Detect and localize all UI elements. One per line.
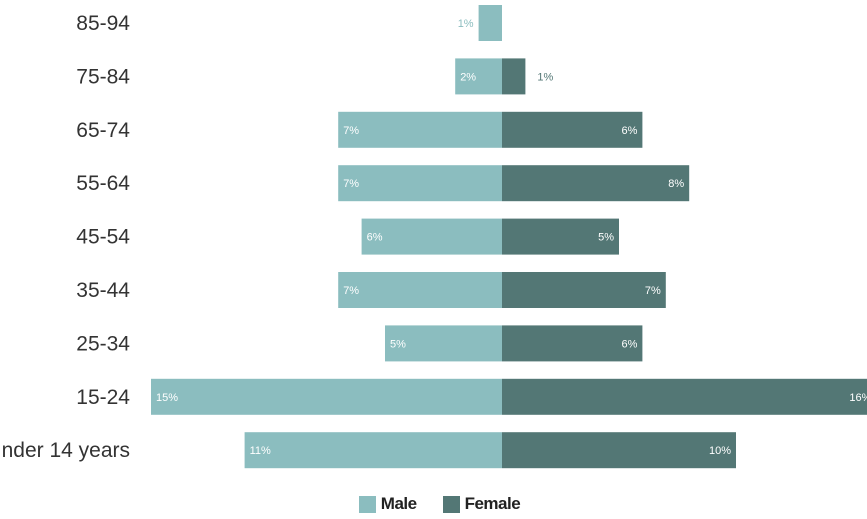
bar-label-female: 10% bbox=[709, 445, 731, 457]
legend-label-female: Female bbox=[464, 494, 521, 513]
category-label: 25-34 bbox=[76, 332, 130, 355]
bar-male bbox=[338, 111, 502, 148]
bar-label-female: 7% bbox=[645, 285, 661, 297]
bar-label-male: 6% bbox=[367, 232, 383, 244]
category-label: 75-84 bbox=[76, 65, 130, 88]
bar-female bbox=[502, 272, 666, 308]
bar-male bbox=[338, 165, 502, 202]
bar-label-male: 11% bbox=[250, 445, 271, 457]
category-labels: 85-94 75-84 65-74 55-64 45-54 35-44 25-34 15-24… bbox=[0, 12, 130, 462]
bar-label-female: 16% bbox=[849, 392, 867, 404]
bar-male bbox=[385, 325, 502, 362]
bar-label-female: 1% bbox=[537, 71, 553, 83]
bar-male bbox=[361, 218, 502, 255]
legend-item-male: Male bbox=[358, 494, 417, 514]
category-label: 15-24 bbox=[76, 386, 130, 409]
category-label: 85-94 bbox=[76, 12, 130, 35]
legend: Male Female bbox=[0, 494, 867, 514]
category-label: 65-74 bbox=[76, 119, 130, 142]
category-label: Under 14 years bbox=[0, 439, 130, 462]
category-label: 55-64 bbox=[76, 172, 130, 195]
bar-label-male: 5% bbox=[390, 338, 406, 350]
bar-label-female: 5% bbox=[598, 232, 614, 244]
bar-label-female: 8% bbox=[668, 178, 684, 190]
bar-label-male: 7% bbox=[343, 178, 359, 190]
category-label: 45-54 bbox=[76, 226, 130, 249]
bar-male bbox=[244, 432, 502, 469]
bar-label-female: 6% bbox=[621, 338, 637, 350]
bar-male bbox=[151, 378, 502, 415]
bar-label-male: 15% bbox=[156, 392, 178, 404]
category-label: 35-44 bbox=[76, 279, 130, 302]
bar-label-male: 7% bbox=[343, 285, 359, 297]
bar-female bbox=[502, 218, 619, 255]
bar-female bbox=[502, 378, 867, 415]
bar-label-female: 6% bbox=[621, 125, 637, 137]
bar-male bbox=[338, 272, 502, 308]
bar-female bbox=[502, 325, 643, 362]
legend-item-female: Female bbox=[442, 494, 521, 514]
bar-label-male: 2% bbox=[460, 71, 476, 83]
bar-female bbox=[502, 165, 690, 202]
legend-swatch-female bbox=[442, 495, 460, 513]
legend-swatch-male bbox=[358, 495, 376, 513]
bar-male bbox=[478, 5, 502, 41]
bar-male bbox=[455, 58, 502, 95]
bar-female bbox=[502, 432, 736, 469]
bar-label-male: 7% bbox=[343, 125, 359, 137]
bar-female bbox=[502, 58, 526, 95]
legend-label-male: Male bbox=[380, 494, 417, 513]
bar-female bbox=[502, 111, 643, 148]
bar-label-male: 1% bbox=[458, 18, 474, 30]
bars: 1% 2% 1% 7% 6% 7% 8% 6% 5% 7% 7% 5% 6% 15% 16% 11% 10% bbox=[151, 5, 867, 469]
